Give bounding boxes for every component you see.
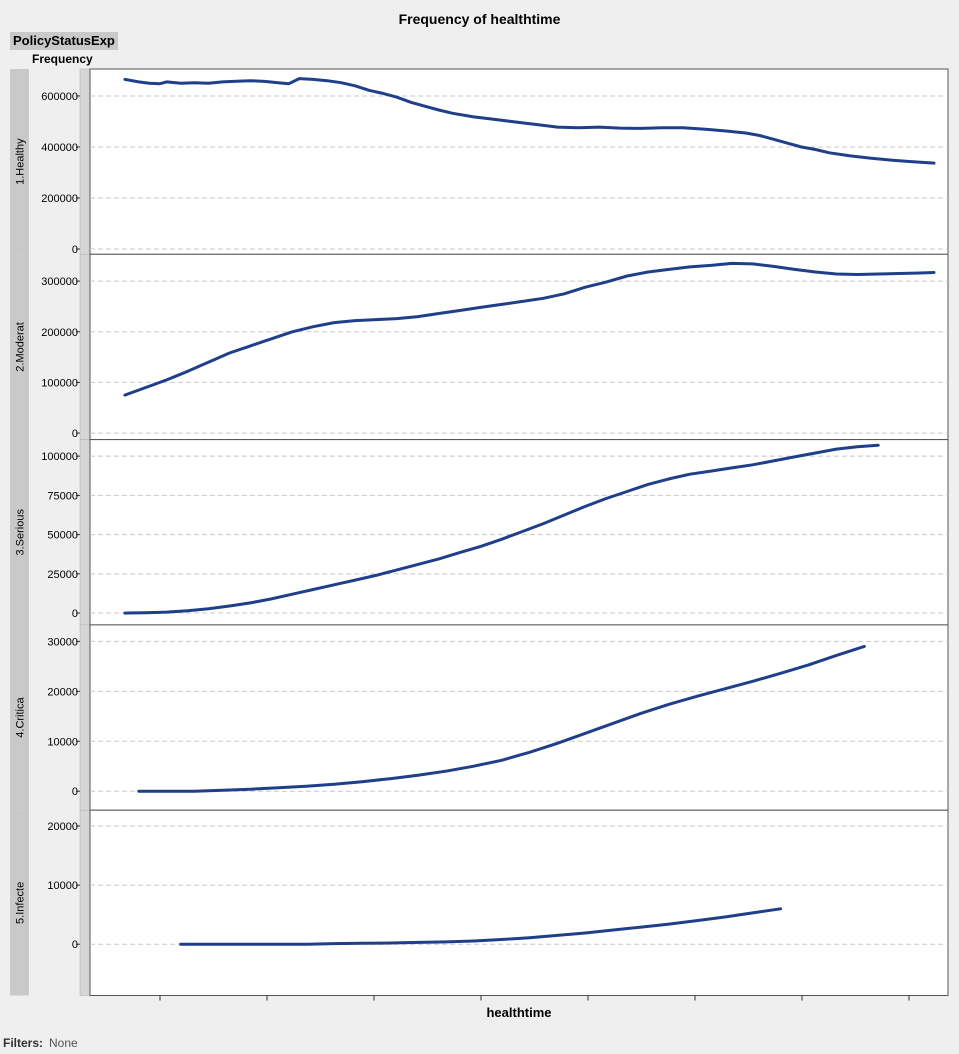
panel-scrollbar [79, 439, 91, 626]
y-axis-title: Frequency [32, 52, 93, 66]
y-tick-label: 0 [72, 244, 78, 256]
chart-title: Frequency of healthtime [398, 11, 561, 27]
y-tick-label: 20000 [47, 686, 78, 698]
panel-label-strip [10, 254, 29, 440]
filters-label: Filters: [3, 1036, 44, 1050]
y-tick-label: 75000 [47, 490, 78, 502]
series-line [123, 261, 936, 397]
y-tick-label: 20000 [47, 821, 78, 833]
y-tick-label: 50000 [47, 530, 78, 542]
filters-value: None [49, 1036, 78, 1050]
panel-label-strip [10, 69, 29, 255]
y-tick-label: 10000 [47, 736, 78, 748]
panel-scrollbar [79, 68, 91, 255]
y-tick-label: 300000 [41, 276, 78, 288]
trellis-variable-label: PolicyStatusExp [10, 32, 118, 50]
panel-plot-area [89, 809, 949, 997]
panel-label-strip [10, 810, 29, 996]
series-line [123, 77, 936, 165]
panel-scrollbar [79, 624, 91, 811]
panel-label: 5.Infecte [15, 882, 27, 924]
y-tick-label: 10000 [47, 880, 78, 892]
panel-scrollbar [79, 809, 91, 996]
y-tick-label: 100000 [41, 451, 78, 463]
series-line [137, 644, 866, 793]
y-tick-label: 0 [72, 608, 78, 620]
panel-label: 4.Critica [15, 696, 27, 737]
y-tick-label: 0 [72, 939, 78, 951]
panel-plot-area [89, 253, 949, 441]
filters-bar: Filters: None [3, 1036, 78, 1050]
panel-plot-area [89, 68, 949, 255]
y-tick-label: 0 [72, 786, 78, 798]
y-tick-label: 600000 [41, 91, 78, 103]
series-line [123, 443, 880, 615]
panel-scrollbar [79, 254, 91, 440]
y-tick-label: 400000 [41, 142, 78, 154]
panel-plot-area [89, 624, 949, 811]
y-tick-label: 200000 [41, 327, 78, 339]
series-line [179, 907, 783, 946]
x-axis-title: healthtime [486, 1005, 552, 1020]
y-tick-label: 25000 [47, 569, 78, 581]
panel-label-strip [10, 439, 29, 625]
panel-label: 3.Serious [15, 509, 27, 556]
panel-label: 1.Healthy [15, 138, 27, 185]
y-tick-label: 30000 [47, 636, 78, 648]
panel-label: 2.Moderat [15, 322, 27, 372]
y-tick-label: 200000 [41, 193, 78, 205]
y-tick-label: 100000 [41, 377, 78, 389]
panel-label-strip [10, 624, 29, 811]
y-tick-label: 0 [72, 428, 78, 440]
